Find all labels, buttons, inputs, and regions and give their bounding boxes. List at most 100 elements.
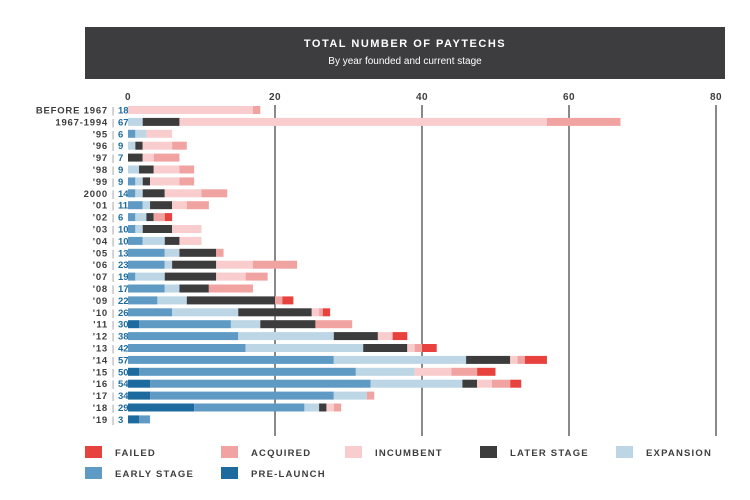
- bar-segment-expansion: [164, 248, 180, 257]
- x-tick-label: 20: [269, 92, 281, 103]
- bar-segment-incumbent: [216, 272, 246, 281]
- total-label: 23: [118, 260, 129, 271]
- bar-segment-expansion: [355, 367, 415, 376]
- category-label: '04: [93, 236, 108, 247]
- bar-segment-later-stage: [466, 355, 511, 364]
- category-label: '19: [93, 415, 108, 426]
- total-label: 18: [118, 106, 129, 117]
- legend-label: EARLY STAGE: [115, 469, 194, 480]
- category-label: '14: [93, 355, 108, 366]
- bar-segment-acquired: [315, 320, 353, 329]
- bar-segment-acquired: [179, 177, 195, 186]
- category-label: '12: [93, 332, 108, 343]
- bar-segment-incumbent: [164, 189, 202, 198]
- bar-segment-acquired: [153, 153, 180, 162]
- label-separator: |: [112, 284, 114, 294]
- label-separator: |: [112, 332, 114, 342]
- category-label: '98: [93, 165, 108, 176]
- bar-segment-later-stage: [128, 153, 143, 162]
- bar-segment-later-stage: [172, 260, 217, 269]
- category-label: 1967-1994: [55, 117, 108, 128]
- label-separator: |: [112, 106, 114, 116]
- bar-segment-acquired: [153, 213, 165, 222]
- category-label: '15: [93, 367, 108, 378]
- label-separator: |: [112, 272, 114, 282]
- category-label: '96: [93, 141, 108, 152]
- category-label: '05: [93, 248, 108, 259]
- bar-segment-failed: [524, 355, 547, 364]
- legend-swatch-later-stage: [480, 446, 497, 458]
- bar-segment-later-stage: [319, 403, 327, 412]
- label-separator: |: [112, 117, 114, 127]
- bar-segment-acquired: [517, 355, 525, 364]
- bar-segment-pre-launch: [128, 403, 195, 412]
- total-label: 22: [118, 296, 129, 307]
- category-label: '06: [93, 260, 108, 271]
- total-label: 6: [118, 213, 123, 224]
- bar-segment-early-stage: [128, 201, 143, 210]
- bar-segment-acquired: [179, 165, 195, 174]
- bar-segment-later-stage: [142, 117, 180, 126]
- total-label: 57: [118, 355, 129, 366]
- legend-label: FAILED: [115, 448, 156, 459]
- legend-swatch-early-stage: [85, 467, 102, 479]
- bar-segment-early-stage: [139, 367, 356, 376]
- label-separator: |: [112, 153, 114, 163]
- bar-segment-failed: [164, 213, 173, 222]
- bar-segment-later-stage: [164, 272, 217, 281]
- bar-segment-early-stage: [128, 260, 165, 269]
- label-separator: |: [112, 403, 114, 413]
- bar-segment-acquired: [546, 117, 621, 126]
- bar-segment-expansion: [333, 355, 467, 364]
- bar-segment-incumbent: [414, 367, 452, 376]
- bar-segment-incumbent: [477, 379, 492, 388]
- category-label: '99: [93, 177, 108, 188]
- bar-segment-expansion: [304, 403, 320, 412]
- legend-label: EXPANSION: [646, 448, 712, 459]
- bar-segment-pre-launch: [128, 320, 140, 329]
- bar-segment-acquired: [208, 284, 253, 293]
- legend-label: LATER STAGE: [510, 448, 589, 459]
- total-label: 3: [118, 415, 123, 426]
- bar-segment-acquired: [252, 106, 261, 114]
- bar-segment-acquired: [275, 296, 283, 305]
- bar-segment-later-stage: [238, 308, 312, 317]
- bar-segment-later-stage: [164, 236, 180, 245]
- bar-segment-early-stage: [128, 177, 136, 186]
- total-label: 67: [118, 117, 129, 128]
- bar-segment-acquired: [491, 379, 511, 388]
- category-label: '13: [93, 344, 108, 355]
- bar-segment-later-stage: [135, 141, 143, 150]
- category-label: '95: [93, 129, 108, 140]
- bar-segment-incumbent: [146, 129, 173, 138]
- bar-segment-acquired: [414, 344, 422, 352]
- total-label: 54: [118, 379, 129, 390]
- category-label: 2000: [84, 189, 108, 200]
- label-separator: |: [112, 391, 114, 401]
- legend-swatch-expansion: [616, 446, 633, 458]
- bar-segment-expansion: [135, 177, 143, 186]
- bar-segment-early-stage: [128, 225, 136, 233]
- bar-segment-incumbent: [377, 332, 393, 341]
- bar-segment-later-stage: [179, 248, 217, 257]
- bar-segment-failed: [392, 332, 408, 341]
- bar-segment-acquired: [172, 141, 187, 150]
- bar-segment-incumbent: [311, 308, 320, 317]
- total-label: 50: [118, 367, 129, 378]
- category-label: '08: [93, 284, 108, 295]
- bar-segment-early-stage: [128, 332, 239, 341]
- category-label: '11: [93, 320, 108, 331]
- legend-label: INCUMBENT: [375, 448, 443, 459]
- bar-segment-expansion: [135, 225, 143, 233]
- bar-segment-later-stage: [363, 344, 408, 352]
- label-separator: |: [112, 320, 114, 330]
- bar-segment-acquired: [216, 248, 224, 257]
- legend-label: PRE-LAUNCH: [251, 469, 326, 480]
- bar-segment-early-stage: [128, 213, 136, 222]
- bar-segment-early-stage: [139, 415, 151, 424]
- total-label: 17: [118, 284, 129, 295]
- bar-segment-pre-launch: [128, 415, 140, 424]
- bar-segment-incumbent: [153, 165, 180, 174]
- label-separator: |: [112, 248, 114, 258]
